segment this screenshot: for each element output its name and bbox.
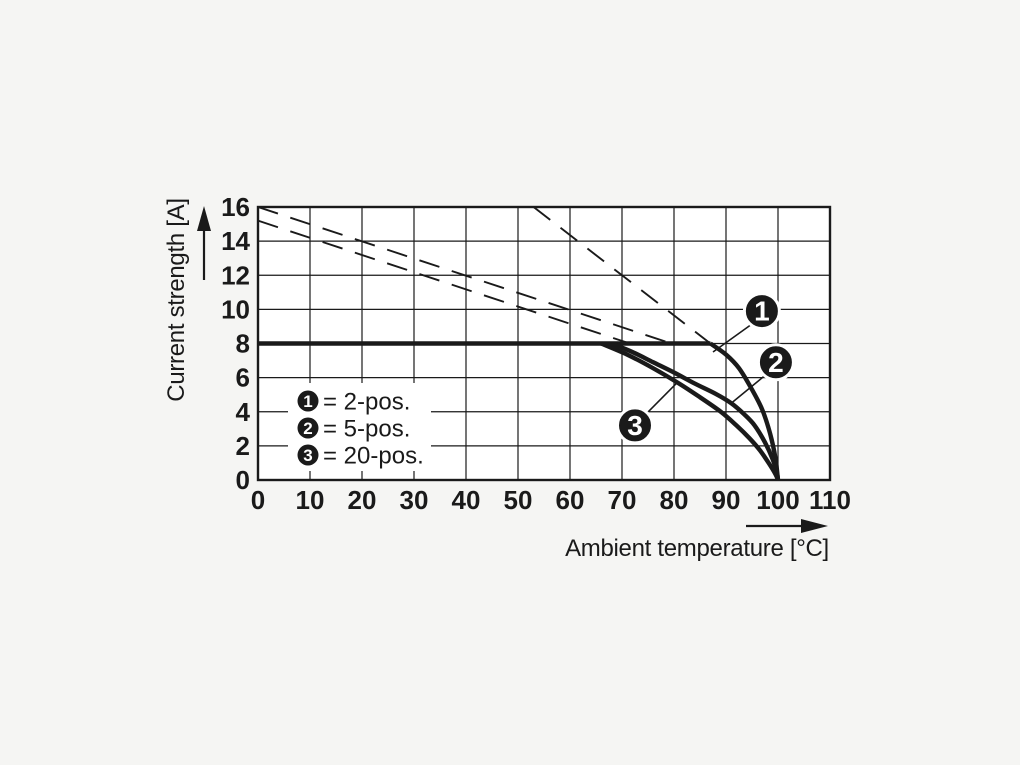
- x-tick-label: 30: [400, 485, 429, 515]
- plot-border: [256, 205, 832, 482]
- x-tick-label: 100: [756, 485, 799, 515]
- legend-entry-label: = 20-pos.: [323, 443, 424, 470]
- x-tick-label: 10: [296, 485, 325, 515]
- legend-marker-3: [297, 444, 319, 466]
- callout-number: 3: [627, 410, 643, 441]
- x-tick-label: 90: [712, 485, 741, 515]
- x-tick-label: 0: [251, 485, 265, 515]
- legend-marker-1: [297, 390, 319, 412]
- series-derating-dashed-5-pos: [257, 206, 667, 343]
- series-curve-2-5-pos: [610, 341, 781, 481]
- series-curve-1-2-pos: [709, 341, 781, 481]
- x-tick-label: 80: [660, 485, 689, 515]
- callout-circle-2: [756, 343, 795, 382]
- legend-marker-number: 3: [303, 446, 312, 465]
- x-tick-label: 50: [504, 485, 533, 515]
- callout-leader-line-3: [646, 382, 678, 414]
- x-axis-title: Ambient temperature [°C]: [565, 535, 829, 562]
- y-axis-title: Current strength [A]: [163, 198, 190, 401]
- callout-circle-3: [616, 406, 654, 445]
- y-tick-label: 14: [221, 226, 250, 256]
- legend-marker-2: [297, 417, 319, 439]
- y-tick-label: 8: [236, 329, 250, 359]
- x-tick-label: 60: [556, 485, 585, 515]
- y-axis-arrow-icon: [197, 206, 211, 280]
- x-tick-label: 110: [809, 485, 851, 515]
- x-tick-label: 20: [348, 485, 377, 515]
- legend-entry-label: = 5-pos.: [323, 416, 410, 443]
- legend-marker-number: 1: [303, 392, 312, 411]
- callout-leader-line-1: [712, 324, 752, 353]
- y-tick-label: 4: [236, 397, 251, 427]
- series-derating-dashed-2-pos: [533, 206, 711, 345]
- y-tick-label: 10: [221, 294, 250, 324]
- x-tick-label: 40: [452, 485, 481, 515]
- series-curve-3-20-pos: [600, 341, 781, 481]
- callout-number: 2: [768, 347, 784, 378]
- callout-circle-1: [742, 292, 781, 331]
- y-tick-label: 0: [236, 465, 250, 495]
- legend-marker-number: 2: [303, 419, 312, 438]
- y-tick-label: 2: [236, 431, 250, 461]
- y-tick-label: 6: [236, 363, 250, 393]
- callout-number: 1: [754, 296, 770, 327]
- y-tick-label: 12: [221, 260, 250, 290]
- y-tick-label: 16: [221, 192, 250, 222]
- callout-leader-line-2: [730, 374, 767, 404]
- series-derating-dashed-20-pos: [257, 219, 631, 345]
- x-tick-label: 70: [608, 485, 637, 515]
- x-axis-arrow-icon: [746, 519, 828, 533]
- legend-entry-label: = 2-pos.: [323, 389, 410, 416]
